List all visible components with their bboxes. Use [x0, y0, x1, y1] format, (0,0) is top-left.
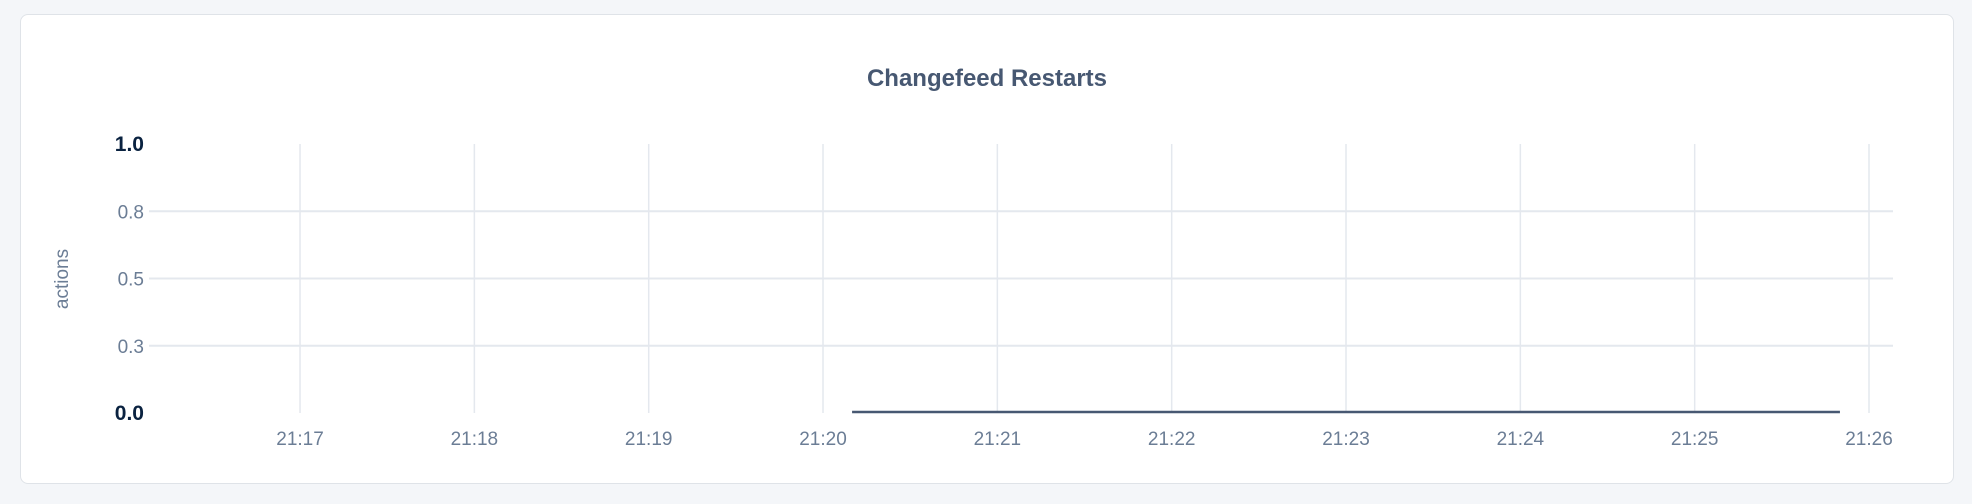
y-tick-label: 1.0: [115, 133, 144, 156]
x-tick-label: 21:23: [1322, 429, 1370, 450]
x-tick-label: 21:18: [451, 429, 499, 450]
chart-card: Changefeed Restarts: [20, 14, 1954, 484]
y-tick-label: 0.3: [118, 337, 144, 358]
x-tick-label: 21:21: [974, 429, 1022, 450]
x-tick-label: 21:25: [1671, 429, 1719, 450]
x-tick-label: 21:26: [1845, 429, 1893, 450]
y-axis-label: actions: [52, 249, 73, 309]
y-tick-label: 0.8: [118, 202, 144, 223]
y-tick-label: 0.5: [118, 270, 144, 291]
x-tick-label: 21:20: [799, 429, 847, 450]
chart-title: Changefeed Restarts: [866, 65, 1108, 92]
x-tick-label: 21:19: [625, 429, 673, 450]
x-tick-label: 21:24: [1497, 429, 1545, 450]
x-tick-label: 21:22: [1148, 429, 1196, 450]
x-tick-label: 21:17: [276, 429, 324, 450]
y-tick-label: 0.0: [115, 402, 144, 425]
